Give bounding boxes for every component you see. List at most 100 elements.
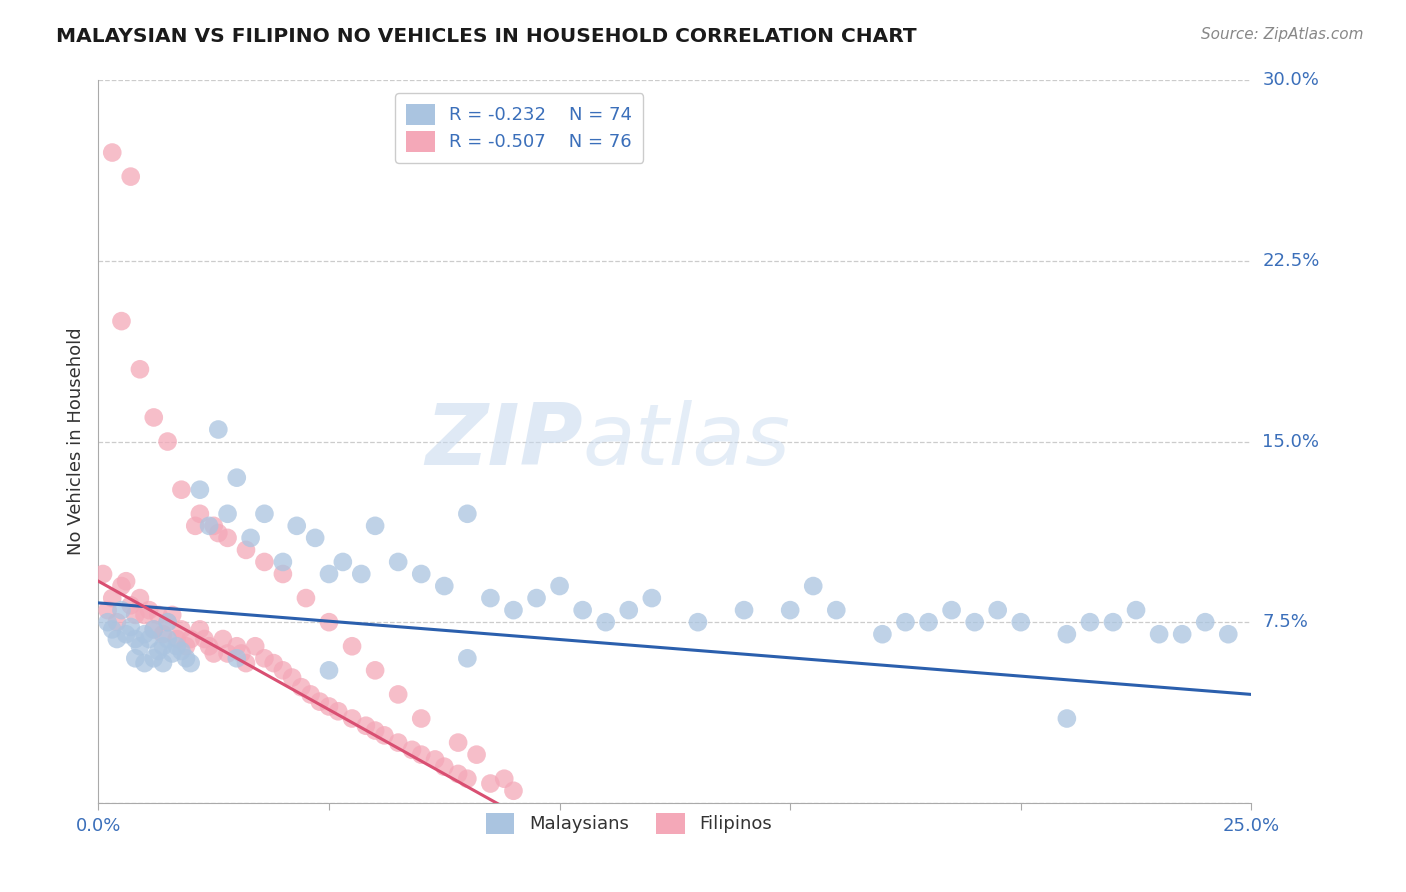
Point [281, 671, 304, 685]
Point [1147, 627, 1170, 641]
Point [202, 518, 225, 533]
Point [134, 627, 156, 641]
Point [180, 656, 202, 670]
Point [1194, 615, 1216, 630]
Point [263, 656, 285, 670]
Point [152, 639, 174, 653]
Point [156, 615, 179, 630]
Point [456, 651, 478, 665]
Point [160, 647, 183, 661]
Point [447, 767, 470, 781]
Point [225, 639, 247, 653]
Point [101, 623, 124, 637]
Point [1125, 603, 1147, 617]
Point [174, 651, 197, 665]
Point [142, 623, 165, 637]
Point [401, 743, 423, 757]
Point [271, 567, 294, 582]
Point [456, 507, 478, 521]
Point [308, 695, 330, 709]
Point [299, 687, 322, 701]
Point [170, 644, 193, 658]
Point [235, 542, 257, 557]
Point [271, 555, 294, 569]
Point [987, 603, 1010, 617]
Point [318, 664, 340, 678]
Point [825, 603, 848, 617]
Point [166, 632, 188, 646]
Text: 30.0%: 30.0% [1263, 71, 1319, 89]
Point [253, 651, 276, 665]
Point [733, 603, 755, 617]
Text: Source: ZipAtlas.com: Source: ZipAtlas.com [1201, 27, 1364, 42]
Point [526, 591, 548, 605]
Point [124, 607, 146, 622]
Point [686, 615, 709, 630]
Point [198, 518, 221, 533]
Point [202, 647, 225, 661]
Point [641, 591, 664, 605]
Point [433, 760, 456, 774]
Point [595, 615, 617, 630]
Point [124, 651, 146, 665]
Text: ZIP: ZIP [425, 400, 582, 483]
Point [295, 591, 318, 605]
Point [502, 603, 524, 617]
Point [134, 656, 156, 670]
Point [423, 752, 446, 766]
Point [245, 639, 267, 653]
Point [1056, 627, 1078, 641]
Point [217, 647, 239, 661]
Text: atlas: atlas [582, 400, 790, 483]
Point [142, 410, 165, 425]
Text: MALAYSIAN VS FILIPINO NO VEHICLES IN HOUSEHOLD CORRELATION CHART: MALAYSIAN VS FILIPINO NO VEHICLES IN HOU… [56, 27, 917, 45]
Point [253, 507, 276, 521]
Point [120, 599, 142, 613]
Point [494, 772, 516, 786]
Point [193, 632, 215, 646]
Point [364, 664, 387, 678]
Text: 7.5%: 7.5% [1263, 613, 1309, 632]
Point [129, 639, 152, 653]
Point [617, 603, 640, 617]
Text: 25.0%: 25.0% [1223, 816, 1279, 835]
Point [235, 656, 257, 670]
Point [872, 627, 894, 641]
Point [502, 784, 524, 798]
Legend: Malaysians, Filipinos: Malaysians, Filipinos [478, 805, 779, 841]
Point [110, 314, 132, 328]
Point [129, 362, 152, 376]
Point [105, 615, 128, 630]
Point [105, 632, 128, 646]
Text: 22.5%: 22.5% [1263, 252, 1320, 270]
Point [156, 615, 179, 630]
Point [148, 644, 170, 658]
Point [479, 591, 502, 605]
Point [387, 687, 409, 701]
Point [779, 603, 801, 617]
Point [364, 723, 387, 738]
Point [225, 470, 247, 484]
Point [217, 531, 239, 545]
Point [152, 656, 174, 670]
Point [801, 579, 824, 593]
Point [433, 579, 456, 593]
Point [1078, 615, 1101, 630]
Point [156, 632, 179, 646]
Point [1102, 615, 1125, 630]
Point [152, 627, 174, 641]
Point [479, 776, 502, 790]
Point [97, 615, 120, 630]
Point [1171, 627, 1194, 641]
Point [465, 747, 488, 762]
Point [447, 735, 470, 749]
Point [253, 555, 276, 569]
Point [318, 699, 340, 714]
Point [174, 639, 197, 653]
Point [387, 555, 409, 569]
Y-axis label: No Vehicles in Household: No Vehicles in Household [66, 327, 84, 556]
Point [207, 422, 229, 436]
Point [963, 615, 986, 630]
Point [198, 639, 221, 653]
Point [285, 518, 308, 533]
